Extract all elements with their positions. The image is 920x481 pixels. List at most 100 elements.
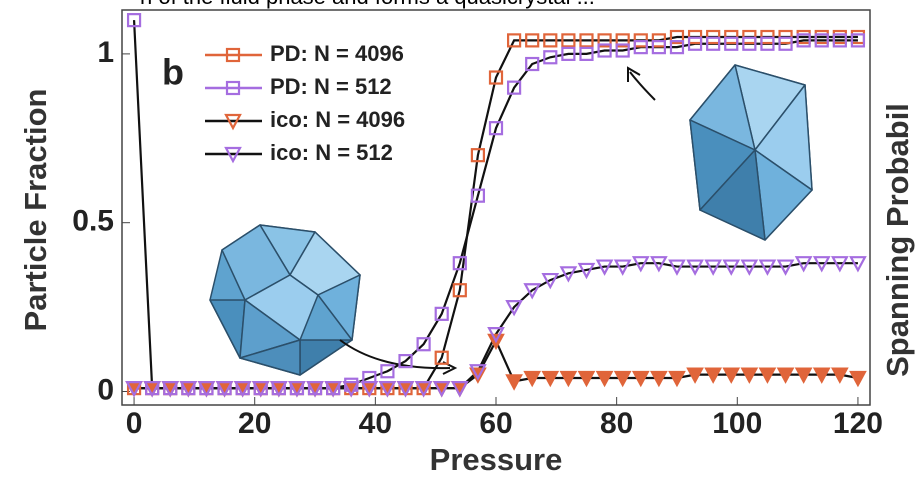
marker [668,370,686,388]
legend-label: PD: N = 512 [270,74,392,99]
marker [651,40,666,55]
marker [452,256,467,271]
legend-label: ico: N = 4096 [270,107,405,132]
marker [434,306,449,321]
marker [597,33,612,48]
marker [505,374,523,391]
marker [613,370,632,388]
legend-marker [224,146,242,164]
marker [577,370,596,388]
marker [126,13,142,28]
marker [398,354,413,369]
marker [631,370,650,388]
x-tick-label: 80 [600,407,633,440]
marker [543,50,558,65]
marker [742,36,757,51]
x-tick-label: 0 [126,407,143,440]
marker [758,367,777,384]
marker [668,259,686,276]
marker [740,259,759,276]
marker [414,381,433,398]
marker [416,337,431,352]
x-tick-label: 60 [479,407,512,440]
marker [650,370,668,388]
marker [380,364,395,379]
marker [251,381,270,398]
marker [796,33,811,48]
marker [686,259,704,276]
y-axis-label: Particle Fraction [18,89,53,332]
caption-fragment: n of the fluid phase and forms a quasicr… [140,0,595,9]
marker [794,367,813,384]
marker [488,70,504,85]
marker [631,256,650,273]
marker [850,33,866,48]
marker [288,381,306,398]
marker [525,33,540,48]
marker [633,40,648,55]
marker [143,381,162,398]
marker [469,364,487,381]
marker [561,46,576,61]
marker [525,56,540,72]
marker [814,33,829,48]
marker [615,33,630,48]
marker [776,259,795,276]
marker [470,188,486,203]
marker [778,36,793,51]
marker [849,370,867,388]
marker [559,266,578,283]
marker [687,36,703,51]
marker [470,148,486,163]
marker [776,367,795,384]
x-tick-label: 20 [238,407,271,440]
marker [597,43,612,58]
marker [269,381,288,398]
marker [505,299,523,317]
marker [324,381,342,398]
marker [396,381,415,398]
marker [579,33,594,48]
marker [541,272,560,290]
marker [577,262,596,280]
marker [523,283,542,300]
marker [378,381,397,398]
marker [487,327,505,344]
y-tick-label: 1 [97,36,114,69]
marker [595,259,614,276]
legend-marker [225,47,241,63]
marker [832,33,847,48]
marker [561,33,576,48]
marker [506,80,522,95]
marker [812,367,831,384]
legend-label: PD: N = 4096 [270,41,404,66]
marker [686,367,704,384]
marker [794,256,813,273]
marker [197,381,216,398]
marker [215,381,234,398]
marker [669,40,685,55]
marker [760,36,775,51]
marker [559,370,578,388]
x-tick-label: 100 [712,407,762,440]
marker [434,350,449,365]
marker [830,367,849,384]
marker [706,36,721,51]
x-tick-label: 40 [359,407,392,440]
marker [650,256,668,273]
marker [452,283,467,298]
marker [722,259,741,276]
marker [740,367,759,384]
marker [506,33,522,48]
x-tick-label: 120 [833,407,883,440]
y2-axis-label: Spanning Probabil [880,103,915,377]
marker [613,259,632,276]
marker [488,121,504,136]
marker [595,370,614,388]
marker [432,381,451,398]
marker [450,381,469,398]
x-axis-label: Pressure [430,442,563,477]
marker [579,46,594,61]
marker [541,370,560,388]
